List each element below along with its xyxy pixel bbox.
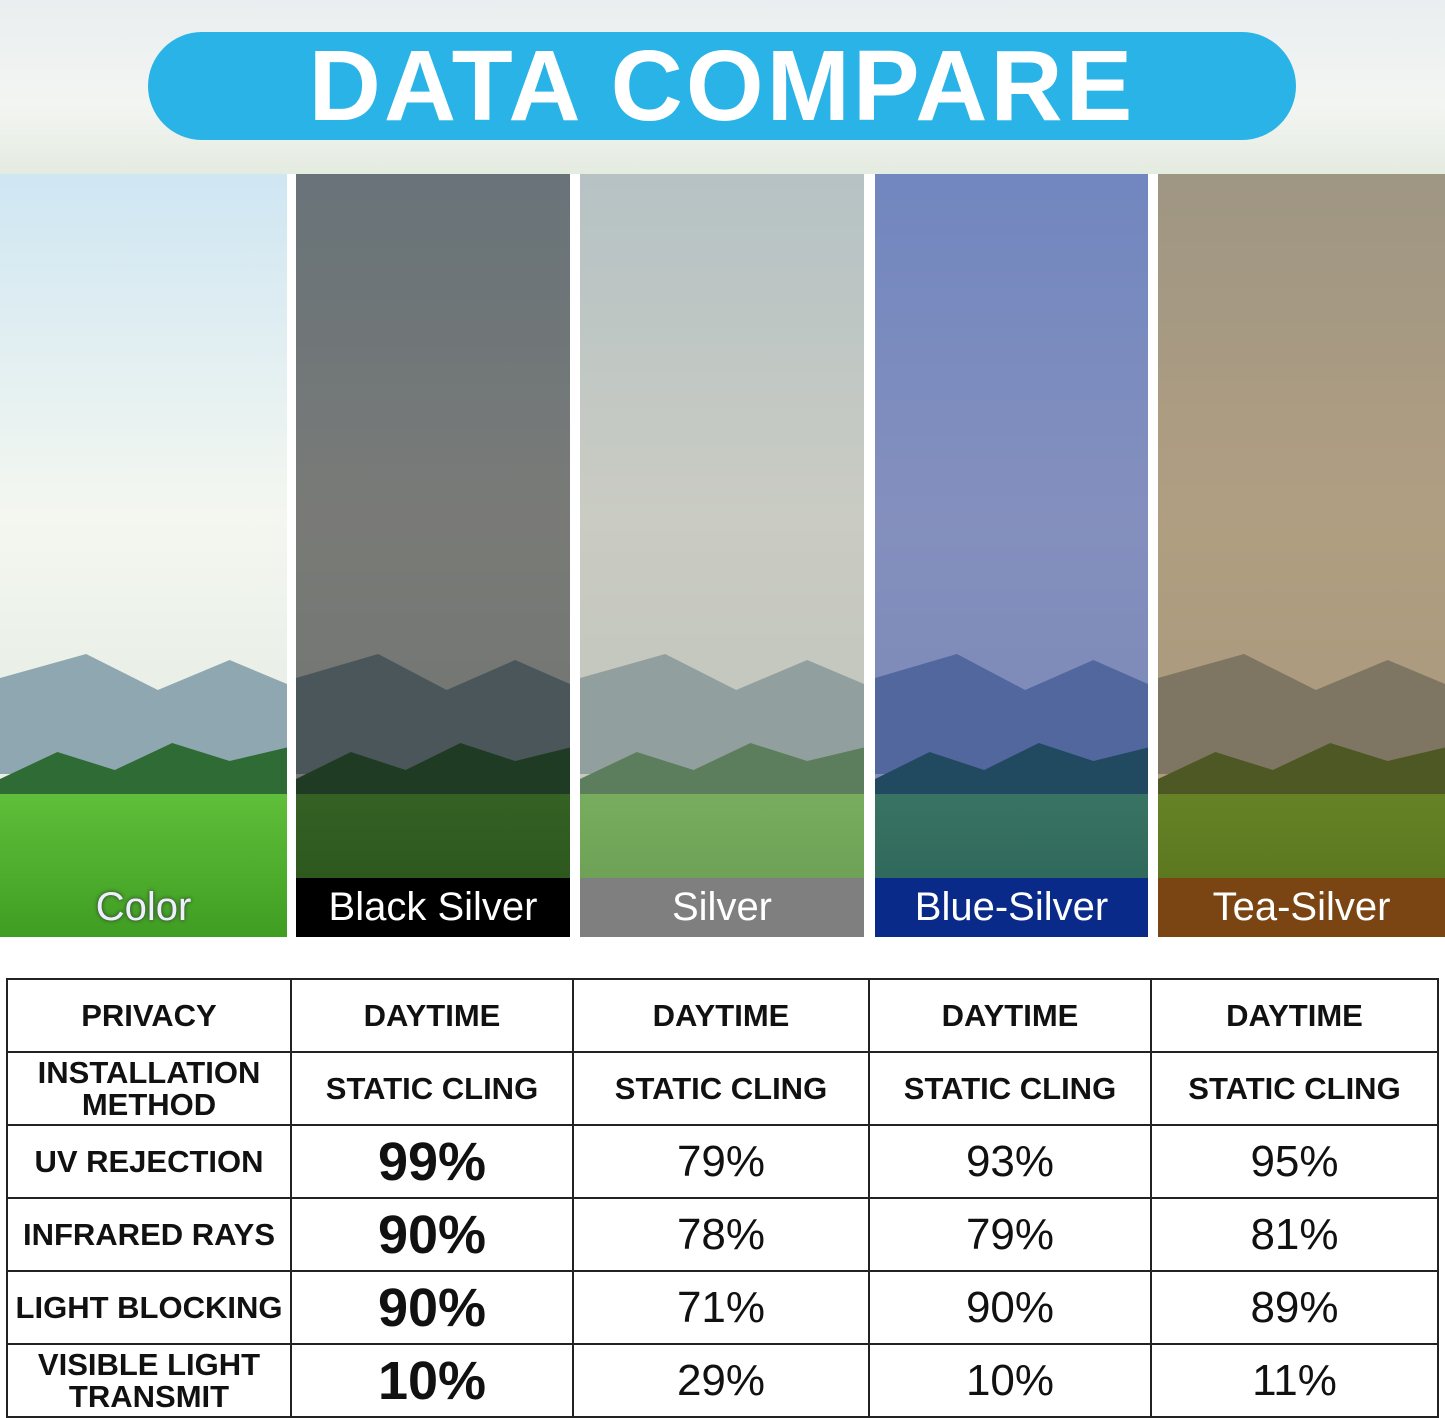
table-cell: 11% [1150, 1343, 1439, 1418]
table-cell: 90% [868, 1270, 1152, 1345]
table-row: INFRARED RAYS 90% 78% 79% 81% [6, 1197, 1439, 1272]
table-cell: 93% [868, 1124, 1152, 1199]
panel-color: Color [0, 174, 287, 937]
table-cell: 90% [290, 1270, 574, 1345]
row-header: VISIBLE LIGHT TRANSMIT [6, 1343, 292, 1418]
table-cell: STATIC CLING [572, 1051, 870, 1126]
table-cell: 95% [1150, 1124, 1439, 1199]
row-header: PRIVACY [6, 978, 292, 1053]
table-cell: STATIC CLING [1150, 1051, 1439, 1126]
table-row: LIGHT BLOCKING 90% 71% 90% 89% [6, 1270, 1439, 1345]
table-cell: 89% [1150, 1270, 1439, 1345]
panel-label: Color [95, 885, 192, 929]
panel-label: Blue-Silver [875, 878, 1148, 937]
table-cell: STATIC CLING [290, 1051, 574, 1126]
row-header: LIGHT BLOCKING [6, 1270, 292, 1345]
table-cell: DAYTIME [1150, 978, 1439, 1053]
table-cell: 79% [868, 1197, 1152, 1272]
table-cell: 10% [868, 1343, 1152, 1418]
table-cell: DAYTIME [572, 978, 870, 1053]
row-header: INFRARED RAYS [6, 1197, 292, 1272]
table-cell: DAYTIME [290, 978, 574, 1053]
panel-black-silver: Black Silver [296, 174, 570, 937]
table-cell: 78% [572, 1197, 870, 1272]
table-row: INSTALLATION METHOD STATIC CLING STATIC CL… [6, 1051, 1439, 1126]
panel-tea-silver: Tea-Silver [1158, 174, 1445, 937]
table-row: VISIBLE LIGHT TRANSMIT 10% 29% 10% 11% [6, 1343, 1439, 1418]
panel-silver: Silver [580, 174, 864, 937]
row-header: UV REJECTION [6, 1124, 292, 1199]
row-header: INSTALLATION METHOD [6, 1051, 292, 1126]
table-cell: 90% [290, 1197, 574, 1272]
table-cell: 10% [290, 1343, 574, 1418]
table-cell: 81% [1150, 1197, 1439, 1272]
page-title: DATA COMPARE [148, 32, 1296, 140]
table-cell: DAYTIME [868, 978, 1152, 1053]
table-row: PRIVACY DAYTIME DAYTIME DAYTIME DAYTIME [6, 978, 1439, 1053]
table-row: UV REJECTION 99% 79% 93% 95% [6, 1124, 1439, 1199]
panel-label: Silver [580, 878, 864, 937]
comparison-table: PRIVACY DAYTIME DAYTIME DAYTIME DAYTIME INSTA… [6, 978, 1439, 1418]
panel-blue-silver: Blue-Silver [875, 174, 1148, 937]
table-cell: 79% [572, 1124, 870, 1199]
panel-label: Black Silver [296, 878, 570, 937]
table-cell: 99% [290, 1124, 574, 1199]
table-cell: STATIC CLING [868, 1051, 1152, 1126]
table-cell: 29% [572, 1343, 870, 1418]
table-cell: 71% [572, 1270, 870, 1345]
panel-label: Tea-Silver [1158, 878, 1445, 937]
